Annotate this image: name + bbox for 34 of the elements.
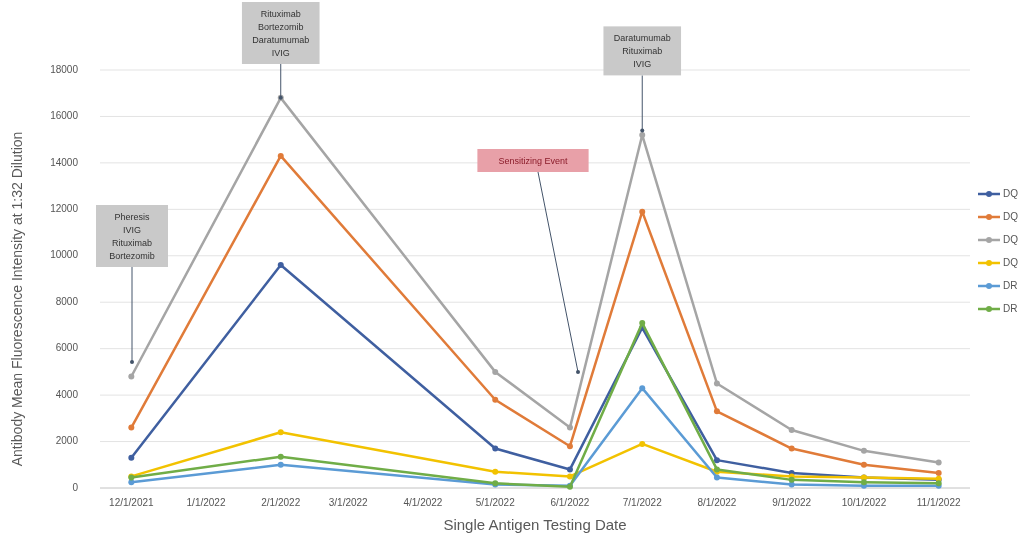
x-tick-label: 10/1/2022: [841, 497, 887, 508]
y-tick-label: 18000: [50, 63, 79, 75]
x-tick-label: 5/1/2022: [475, 497, 516, 508]
legend-label: DR: [1003, 279, 1018, 291]
y-tick-label: 14000: [50, 156, 79, 168]
x-tick-label: 1/1/2022: [186, 497, 226, 508]
x-tick-label: 4/1/2022: [403, 497, 443, 508]
y-tick-label: 0: [72, 481, 79, 493]
y-tick-label: 8000: [55, 295, 79, 307]
y-tick-label: 2000: [55, 435, 79, 447]
x-tick-label: 8/1/2022: [697, 497, 737, 508]
x-axis-title: Single Antigen Testing Date: [443, 516, 627, 533]
x-tick-label: 11/1/2022: [916, 497, 961, 508]
y-tick-label: 12000: [50, 202, 79, 214]
annotation: Pheresis IVIG Rituximab Bortezomib: [109, 212, 155, 261]
annotation: Daratumumab Rituximab IVIG: [613, 33, 671, 70]
x-tick-label: 2/1/2022: [261, 497, 301, 508]
legend-label: DQ: [1003, 210, 1019, 222]
y-tick-label: 6000: [55, 342, 79, 354]
annotation: Rituximab Bortezomib Daratumumab IVIG: [252, 9, 310, 58]
annotation: Sensitizing Event: [498, 156, 569, 166]
x-tick-label: 3/1/2022: [328, 497, 369, 508]
y-tick-label: 16000: [50, 110, 79, 122]
x-tick-label: 7/1/2022: [622, 497, 663, 508]
x-tick-label: 6/1/2022: [550, 497, 590, 508]
legend-label: DQ: [1003, 187, 1019, 199]
legend-label: DR: [1003, 302, 1018, 314]
x-tick-label: 12/1/2021: [109, 497, 155, 508]
y-axis-title: Antibody Mean Fluorescence Intensity at 1:32 Dilution: [9, 131, 25, 467]
legend-label: DQ: [1003, 256, 1019, 268]
legend-label: DQ: [1003, 233, 1019, 245]
y-tick-label: 10000: [50, 249, 79, 261]
y-tick-label: 4000: [55, 388, 79, 400]
x-tick-label: 9/1/2022: [772, 497, 812, 508]
